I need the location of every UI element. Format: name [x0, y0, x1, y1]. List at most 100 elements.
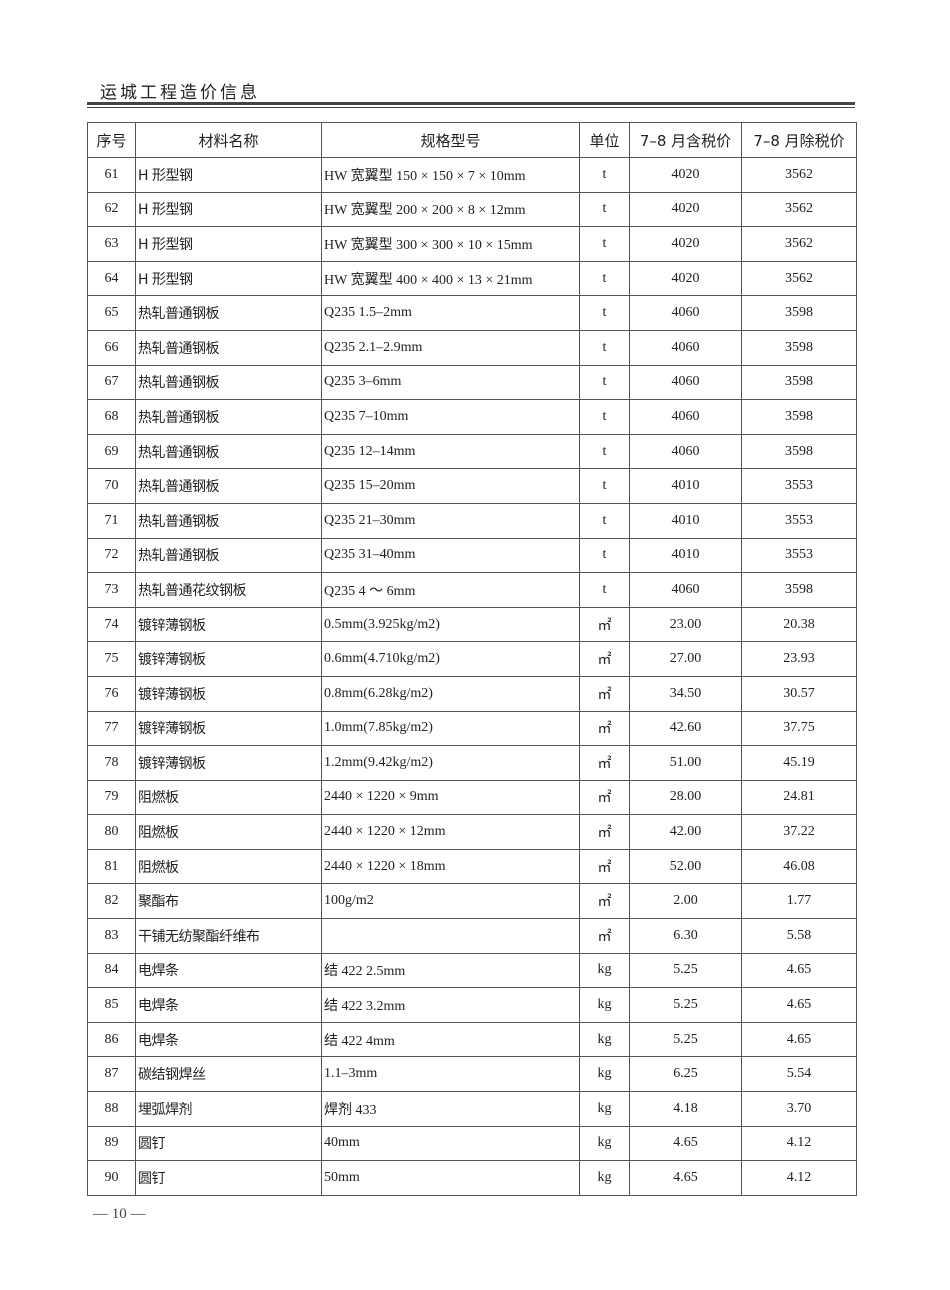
table-row: 65 热轧普通钢板 Q235 1.5–2mm t 4060 3598	[87, 295, 857, 331]
table-cell: 2440 × 1220 × 12mm	[321, 814, 580, 850]
table-cell: 78	[87, 745, 136, 781]
table-cell: HW 宽翼型 150 × 150 × 7 × 10mm	[321, 157, 580, 193]
table-cell: 聚酯布	[135, 883, 322, 920]
table-cell: Q235 15–20mm	[321, 468, 580, 504]
table-row: 88 埋弧焊剂 焊剂 433 kg 4.18 3.70	[87, 1091, 857, 1127]
table-cell: 热轧普通钢板	[135, 329, 322, 366]
table-cell: 65	[87, 295, 136, 331]
table-cell: 82	[87, 883, 136, 920]
table-cell: 42.00	[629, 814, 742, 850]
table-cell: 阻燃板	[135, 814, 322, 850]
table-cell: 81	[87, 848, 136, 885]
table-cell: H 形型钢	[135, 260, 322, 297]
table-row: 78 镀锌薄钢板 1.2mm(9.42kg/m2) ㎡ 51.00 45.19	[87, 745, 857, 781]
table-cell: 3562	[741, 260, 857, 297]
table-cell: 镀锌薄钢板	[135, 710, 322, 747]
table-cell: 46.08	[741, 848, 857, 885]
table-cell: 结 422 2.5mm	[321, 952, 580, 989]
table-cell: t	[579, 572, 630, 608]
table-cell: HW 宽翼型 200 × 200 × 8 × 12mm	[321, 191, 580, 228]
table-cell: 4.65	[741, 1021, 857, 1058]
table-cell: 52.00	[629, 848, 742, 885]
table-cell: 34.50	[629, 675, 742, 712]
table-cell: Q235 12–14mm	[321, 433, 580, 470]
table-cell	[321, 918, 580, 954]
table-cell: 20.38	[741, 606, 857, 643]
table-cell: 66	[87, 329, 136, 366]
table-row: 87 碳结钢焊丝 1.1–3mm kg 6.25 5.54	[87, 1056, 857, 1093]
table-cell: 3562	[741, 226, 857, 262]
table-cell: ㎡	[579, 745, 630, 781]
table-cell: 5.25	[629, 987, 742, 1023]
table-cell: 6.30	[629, 918, 742, 954]
table-cell: 4010	[629, 502, 742, 539]
table-row: 63 H 形型钢 HW 宽翼型 300 × 300 × 10 × 15mm t 4020…	[87, 226, 857, 262]
table-row: 62 H 形型钢 HW 宽翼型 200 × 200 × 8 × 12mm t 4020 3…	[87, 191, 857, 228]
table-header-row: 序号 材料名称 规格型号 单位 7–8 月含税价 7–8 月除税价	[87, 122, 857, 158]
table-cell: 90	[87, 1160, 136, 1196]
table-cell: HW 宽翼型 400 × 400 × 13 × 21mm	[321, 260, 580, 297]
table-cell: 0.6mm(4.710kg/m2)	[321, 641, 580, 677]
table-cell: 84	[87, 952, 136, 989]
table-cell: 72	[87, 537, 136, 574]
table-cell: Q235 7–10mm	[321, 399, 580, 435]
table-cell: 4060	[629, 572, 742, 608]
column-header: 规格型号	[321, 122, 580, 158]
table-cell: 1.77	[741, 883, 857, 920]
table-cell: ㎡	[579, 641, 630, 677]
table-cell: ㎡	[579, 779, 630, 816]
table-cell: 3598	[741, 364, 857, 401]
header-rule-thick	[87, 102, 855, 105]
table-cell: 4060	[629, 329, 742, 366]
table-cell: 5.25	[629, 952, 742, 989]
price-table: 序号 材料名称 规格型号 单位 7–8 月含税价 7–8 月除税价 61 H 形型钢 HW 宽…	[87, 122, 857, 1196]
table-row: 81 阻燃板 2440 × 1220 × 18mm ㎡ 52.00 46.08	[87, 848, 857, 885]
table-cell: t	[579, 399, 630, 435]
table-cell: 2440 × 1220 × 9mm	[321, 779, 580, 816]
table-cell: t	[579, 537, 630, 574]
table-cell: 74	[87, 606, 136, 643]
table-cell: 干铺无纺聚酯纤维布	[135, 918, 322, 954]
table-cell: 62	[87, 191, 136, 228]
table-cell: kg	[579, 952, 630, 989]
table-row: 82 聚酯布 100g/m2 ㎡ 2.00 1.77	[87, 883, 857, 920]
table-cell: 4060	[629, 433, 742, 470]
table-cell: t	[579, 157, 630, 193]
table-cell: ㎡	[579, 606, 630, 643]
column-header: 序号	[87, 122, 136, 158]
table-cell: t	[579, 226, 630, 262]
table-cell: t	[579, 364, 630, 401]
table-row: 66 热轧普通钢板 Q235 2.1–2.9mm t 4060 3598	[87, 329, 857, 366]
table-cell: 4.65	[629, 1160, 742, 1196]
table-cell: 2.00	[629, 883, 742, 920]
table-cell: 热轧普通钢板	[135, 468, 322, 504]
table-cell: 碳结钢焊丝	[135, 1056, 322, 1093]
table-cell: 4.65	[741, 952, 857, 989]
table-cell: 电焊条	[135, 952, 322, 989]
table-cell: 4020	[629, 157, 742, 193]
table-cell: 30.57	[741, 675, 857, 712]
table-row: 85 电焊条结 422 3.2mm kg 5.25 4.65	[87, 987, 857, 1023]
table-row: 69 热轧普通钢板 Q235 12–14mm t 4060 3598	[87, 433, 857, 470]
table-cell: 75	[87, 641, 136, 677]
table-cell: 88	[87, 1091, 136, 1127]
table-row: 76 镀锌薄钢板 0.8mm(6.28kg/m2) ㎡ 34.50 30.57	[87, 675, 857, 712]
table-cell: 1.1–3mm	[321, 1056, 580, 1093]
table-cell: 2440 × 1220 × 18mm	[321, 848, 580, 885]
table-cell: 镀锌薄钢板	[135, 745, 322, 781]
table-cell: 阻燃板	[135, 779, 322, 816]
page-number: — 10 —	[93, 1206, 146, 1222]
table-row: 70 热轧普通钢板 Q235 15–20mm t 4010 3553	[87, 468, 857, 504]
publication-title: 运城工程造价信息	[100, 83, 260, 103]
table-cell: 42.60	[629, 710, 742, 747]
table-cell: 5.58	[741, 918, 857, 954]
table-cell: 68	[87, 399, 136, 435]
table-cell: kg	[579, 1021, 630, 1058]
table-cell: 4020	[629, 226, 742, 262]
table-cell: 73	[87, 572, 136, 608]
table-cell: 1.2mm(9.42kg/m2)	[321, 745, 580, 781]
table-cell: 结 422 4mm	[321, 1021, 580, 1058]
table-cell: 4010	[629, 537, 742, 574]
table-cell: H 形型钢	[135, 191, 322, 228]
